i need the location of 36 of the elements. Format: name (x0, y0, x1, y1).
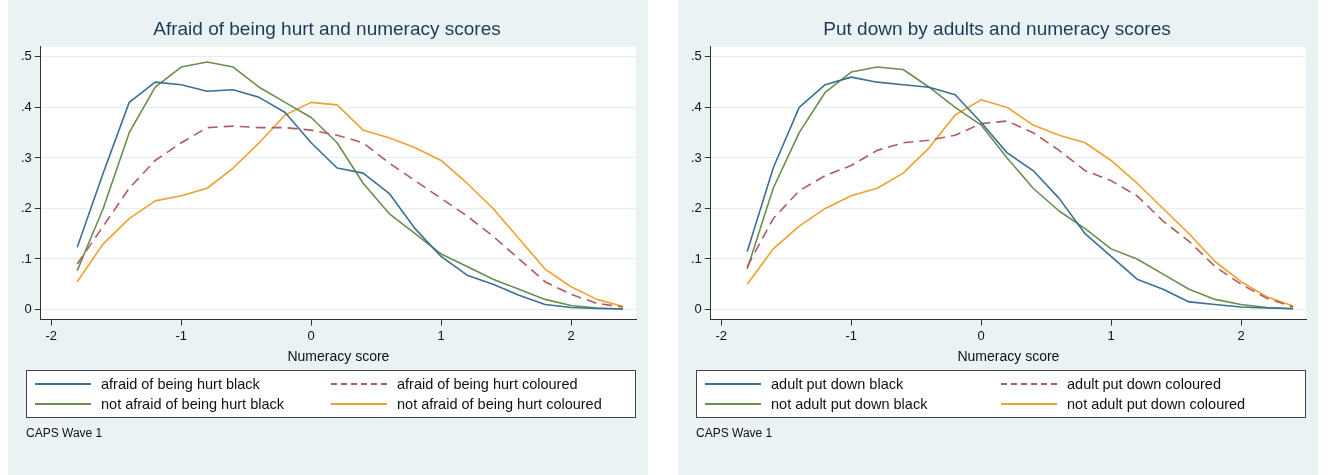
y-tick-label: .5 (691, 48, 702, 64)
x-tick-label: 1 (437, 327, 445, 343)
x-tick-label: -1 (175, 327, 187, 343)
x-tick-label: -1 (845, 327, 857, 343)
legend-label: not afraid of being hurt coloured (397, 396, 602, 412)
legend-label: afraid of being hurt black (101, 376, 260, 392)
y-tick-label: .4 (691, 99, 702, 114)
y-tick-label: .2 (21, 200, 32, 216)
x-tick-label: -2 (715, 327, 728, 343)
text: CAPS Wave 1 (696, 426, 774, 440)
legend-label: not afraid of being hurt black (101, 396, 284, 412)
y-tick-label: .5 (21, 48, 32, 64)
text: CAPS Wave 1 (26, 426, 104, 440)
x-tick-label: 2 (567, 327, 575, 343)
y-tick-label: 0 (694, 301, 702, 317)
y-tick-label: .1 (691, 250, 702, 266)
y-tick-label: .2 (691, 200, 702, 216)
legend-label: adult put down black (771, 376, 904, 392)
chart-title: Afraid of being hurt and numeracy scores (153, 17, 501, 39)
x-tick-label: 2 (1237, 327, 1245, 343)
y-tick-label: .3 (691, 149, 702, 165)
legend-label: not adult put down black (771, 396, 928, 412)
y-tick-label: 0 (24, 301, 32, 317)
x-tick-label: 0 (977, 327, 985, 343)
y-tick-label: .3 (21, 149, 32, 165)
x-tick-label: 0 (307, 327, 315, 343)
x-tick-label: 1 (1107, 327, 1115, 343)
chart-title: Put down by adults and numeracy scores (823, 17, 1171, 39)
x-tick-label: -2 (45, 327, 58, 343)
legend-label: afraid of being hurt coloured (397, 376, 578, 392)
x-axis-title: Numeracy score (957, 348, 1060, 365)
y-tick-label: .4 (21, 99, 32, 114)
legend-label: adult put down coloured (1067, 376, 1221, 392)
x-axis-title: Numeracy score (287, 348, 390, 365)
legend-label: not adult put down coloured (1067, 396, 1246, 412)
y-tick-label: .1 (21, 250, 32, 266)
